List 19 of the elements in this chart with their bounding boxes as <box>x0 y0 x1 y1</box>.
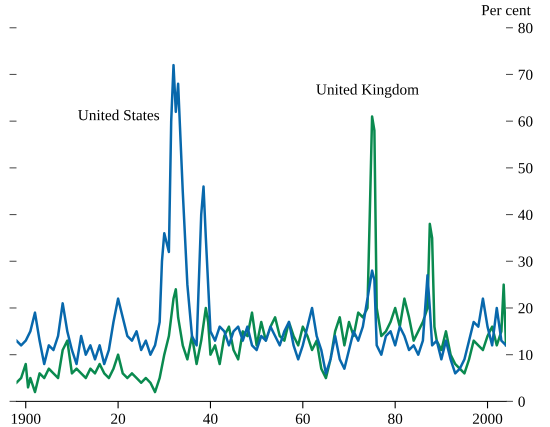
x-tick-label: 1900 <box>12 414 40 424</box>
y-tick-label: 20 <box>518 303 532 314</box>
series-label: United Kingdom <box>316 84 419 98</box>
x-tick-label: 60 <box>296 414 310 424</box>
y-tick-label: 50 <box>518 163 532 174</box>
x-tick-label: 2000 <box>472 414 502 424</box>
y-tick-label: 10 <box>519 350 532 360</box>
y-tick-label: 0 <box>518 396 525 407</box>
y-tick-label: 60 <box>518 116 532 127</box>
x-tick-label: 80 <box>388 414 402 424</box>
x-tick-label: 40 <box>203 414 218 424</box>
y-tick-label: 40 <box>518 210 532 220</box>
x-tick-label: 20 <box>111 414 126 424</box>
y-tick-label: 30 <box>518 256 532 267</box>
line-series <box>16 64 506 375</box>
y-tick-label: 70 <box>518 70 532 80</box>
y-tick-label: 80 <box>518 22 532 34</box>
y-axis-title: Per cent <box>482 5 531 16</box>
series-label: United States <box>78 110 160 120</box>
